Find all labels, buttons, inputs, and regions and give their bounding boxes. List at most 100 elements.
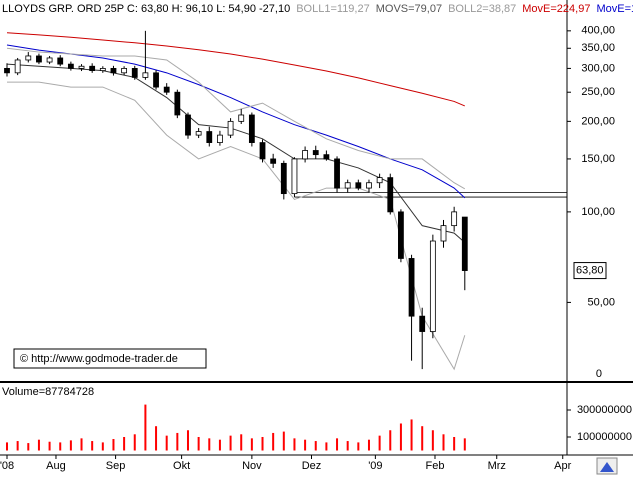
volume-bar [6,442,8,451]
x-tick-label: Nov [242,460,262,472]
volume-bar [357,442,360,451]
volume-bar [421,426,424,451]
volume-bar [59,442,62,451]
volume-bar [218,439,221,451]
volume-bar [261,436,264,451]
candle-body [440,225,447,242]
volume-bar [208,438,211,451]
volume-bar [37,439,40,451]
candle-body [99,68,106,72]
x-tick-label: '08 [0,460,14,472]
volume-bar [80,438,83,451]
candle-body [89,65,96,72]
candle-body [334,158,340,189]
volume-bar [229,435,232,451]
volume-bar [314,441,317,451]
candle-body [259,142,266,160]
v-tick-label: 300000000 [577,404,632,416]
volume-bar [101,442,104,451]
watermark: © http://www.godmode-trader.de [20,353,178,365]
overlay-line [6,32,465,107]
volume-bar [155,426,158,451]
v-tick-label: 100000000 [577,431,632,443]
volume-bar [442,434,445,451]
candle-body [451,211,458,227]
volume-bar [133,434,136,451]
candle-body [344,182,351,189]
volume-bar [272,432,275,451]
x-tick-label: Okt [173,460,190,472]
candle-body [227,120,234,136]
x-tick-label: '09 [368,460,382,472]
candle-body [121,68,128,74]
header: LLOYDS GRP. ORD 25P C: 63,80 H: 96,10 L:… [2,3,633,15]
volume-bar [91,441,94,451]
candle-body [323,154,330,160]
volume-bar [112,439,115,451]
volume-bar [367,439,370,451]
candle-body [366,182,372,189]
y-tick-label: 100,00 [581,206,615,218]
candle-body [185,114,191,136]
candle-body [291,158,298,195]
volume-bar [389,430,392,451]
candle-body [78,65,85,69]
y-tick-label: 250,00 [581,86,615,98]
indicator: MovE=111,30 [596,3,633,15]
volume-bar [282,431,285,451]
volume-bar [48,441,51,451]
volume-bar [336,438,339,451]
volume-bar [304,439,307,451]
x-tick-label: Apr [554,460,571,472]
candle-body [312,150,319,156]
title: LLOYDS GRP. ORD 25P C: 63,80 H: 96,10 L:… [2,3,290,15]
candle-body [429,240,436,332]
volume-bar [27,443,30,451]
candle-body [110,68,117,74]
y-tick-label: 350,00 [581,42,615,54]
indicator: BOLL1=119,27 [296,3,370,15]
candle-body [67,63,74,69]
y-tick-label: 50,00 [587,296,615,308]
candle-body [4,68,10,74]
candle-body [398,211,404,259]
candle-body [355,182,362,189]
volume-bar [16,441,19,451]
candle-body [280,162,287,195]
volume-bar [410,419,413,451]
x-tick-label: Aug [46,460,66,472]
candle-body [195,131,202,136]
candle-body [46,57,53,63]
indicator: MOVS=79,07 [376,3,442,15]
overlay-line [6,47,466,190]
volume-bar [293,438,296,451]
candle-body [376,177,383,184]
last-price-box [573,262,607,280]
candle-body [142,72,149,78]
candle-body [419,315,426,332]
volume-bar [431,430,434,451]
candle-body [270,158,277,164]
volume-bar [186,430,189,451]
volume-bar [346,441,349,451]
candle-body [25,55,32,61]
overlay-line [6,44,466,199]
candle-body [57,57,64,65]
volume-bar [453,436,456,451]
icon-glyph [600,462,614,472]
candle-body [387,177,394,213]
x-tick-label: Sep [106,460,126,472]
candle-body [36,55,42,63]
overlay-line [6,63,466,243]
volume-bar [69,440,72,451]
indicator: MovE=224,97 [522,3,590,15]
volume-bar [399,423,402,451]
candle-body [14,59,21,74]
volume-bar [176,432,179,451]
x-tick-label: Mrz [488,460,506,472]
candle-body [163,86,170,93]
volume-bar [325,442,328,451]
candle-body [248,114,255,143]
axis-end-label: 0 [596,368,602,380]
